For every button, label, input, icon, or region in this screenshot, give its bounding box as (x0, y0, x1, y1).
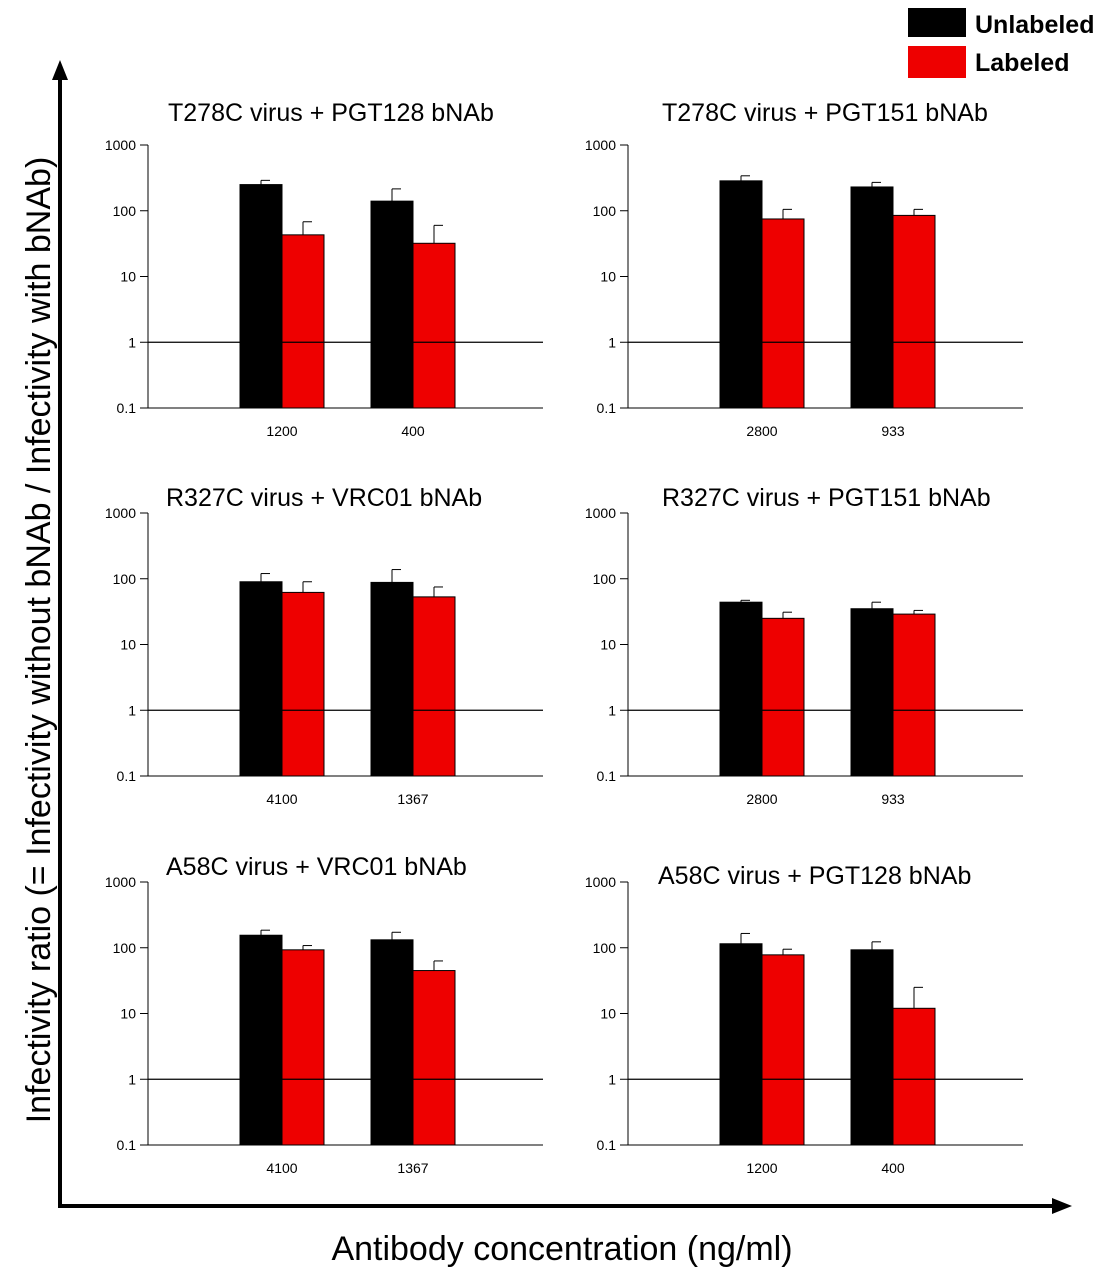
chart-panel: R327C virus + VRC01 bNAb 1000 100 10 1 0.1 410… (105, 484, 543, 807)
chart-panel: A58C virus + VRC01 bNAb 1000 100 10 1 0.1 4100… (105, 853, 543, 1176)
x-tick-label: 1200 (266, 423, 297, 439)
x-tick-label: 1367 (397, 1160, 428, 1176)
legend: Unlabeled Labeled (908, 8, 1094, 78)
x-tick-label: 1200 (746, 1160, 777, 1176)
panel-title: T278C virus + PGT151 bNAb (662, 99, 988, 127)
bar-labeled (761, 218, 805, 409)
y-tick-label: 0.1 (597, 768, 617, 784)
y-tick-label: 1000 (105, 137, 136, 153)
y-tick-label: 0.1 (117, 400, 137, 416)
bar-labeled (281, 591, 325, 777)
bar-labeled (412, 242, 456, 409)
legend-label-labeled: Labeled (975, 49, 1069, 77)
y-tick-label: 100 (593, 940, 617, 956)
legend-label-unlabeled: Unlabeled (975, 11, 1094, 39)
y-tick-label: 10 (600, 637, 616, 653)
y-tick-label: 1000 (105, 874, 136, 890)
legend-swatch-unlabeled (908, 8, 966, 37)
bar-labeled (761, 954, 805, 1146)
outer-axes (52, 60, 1072, 1214)
x-tick-label: 933 (881, 423, 905, 439)
bar-unlabeled (850, 186, 894, 409)
y-tick-label: 0.1 (597, 1137, 617, 1153)
panel-title: R327C virus + VRC01 bNAb (166, 484, 482, 512)
y-axis-title: Infectivity ratio (= Infectivity without… (20, 157, 58, 1124)
y-tick-label: 100 (113, 203, 137, 219)
x-axis-title: Antibody concentration (ng/ml) (331, 1230, 792, 1268)
x-tick-label: 400 (881, 1160, 905, 1176)
y-tick-label: 1 (128, 334, 136, 350)
bar-labeled (412, 596, 456, 777)
y-tick-label: 1 (128, 1071, 136, 1087)
y-tick-label: 10 (600, 269, 616, 285)
bar-labeled (892, 214, 936, 409)
bar-labeled (761, 617, 805, 777)
y-tick-label: 10 (600, 1006, 616, 1022)
y-axis-arrowhead-icon (52, 60, 68, 80)
y-tick-label: 100 (113, 571, 137, 587)
bar-unlabeled (850, 949, 894, 1146)
y-tick-label: 0.1 (117, 1137, 137, 1153)
bar-unlabeled (719, 943, 763, 1146)
y-tick-label: 100 (113, 940, 137, 956)
bar-labeled (281, 949, 325, 1146)
x-axis-arrowhead-icon (1052, 1198, 1072, 1214)
y-tick-label: 1 (608, 334, 616, 350)
bar-unlabeled (719, 601, 763, 777)
x-tick-label: 4100 (266, 1160, 297, 1176)
panel-title: A58C virus + VRC01 bNAb (166, 853, 467, 881)
y-tick-label: 100 (593, 203, 617, 219)
x-tick-label: 2800 (746, 423, 777, 439)
legend-swatch-labeled (908, 46, 966, 78)
y-tick-label: 0.1 (597, 400, 617, 416)
x-tick-label: 4100 (266, 791, 297, 807)
y-tick-label: 10 (120, 1006, 136, 1022)
chart-panel: T278C virus + PGT128 bNAb 1000 100 10 1 0.1 12… (105, 99, 543, 439)
y-tick-label: 100 (593, 571, 617, 587)
chart-panels: T278C virus + PGT128 bNAb10001001010.112… (105, 99, 1023, 1176)
y-tick-label: 1 (608, 702, 616, 718)
y-tick-label: 10 (120, 637, 136, 653)
y-tick-label: 10 (120, 269, 136, 285)
y-tick-label: 1 (128, 702, 136, 718)
x-tick-label: 400 (401, 423, 425, 439)
y-tick-label: 1000 (585, 137, 616, 153)
bar-labeled (892, 613, 936, 777)
panel-title: R327C virus + PGT151 bNAb (662, 484, 991, 512)
panel-title: A58C virus + PGT128 bNAb (658, 862, 971, 890)
bar-unlabeled (239, 184, 283, 409)
bar-labeled (412, 970, 456, 1146)
chart-panel: A58C virus + PGT128 bNAb 1000 100 10 1 0.1 120… (585, 862, 1023, 1176)
x-tick-label: 2800 (746, 791, 777, 807)
y-tick-label: 1000 (585, 505, 616, 521)
y-tick-label: 1000 (105, 505, 136, 521)
bar-labeled (892, 1007, 936, 1146)
panel-title: T278C virus + PGT128 bNAb (168, 99, 494, 127)
y-tick-label: 0.1 (117, 768, 137, 784)
bar-unlabeled (370, 581, 414, 777)
bar-unlabeled (239, 934, 283, 1146)
bar-unlabeled (719, 180, 763, 409)
x-tick-label: 1367 (397, 791, 428, 807)
y-tick-label: 1000 (585, 874, 616, 890)
bar-unlabeled (239, 581, 283, 777)
chart-panel: R327C virus + PGT151 bNAb 1000 100 10 1 0.1 28… (585, 484, 1023, 807)
bar-labeled (281, 234, 325, 409)
y-tick-label: 1 (608, 1071, 616, 1087)
x-tick-label: 933 (881, 791, 905, 807)
bar-unlabeled (370, 939, 414, 1146)
bar-unlabeled (370, 200, 414, 409)
chart-panel: T278C virus + PGT151 bNAb 1000 100 10 1 0.1 28… (585, 99, 1023, 439)
bar-unlabeled (850, 608, 894, 777)
